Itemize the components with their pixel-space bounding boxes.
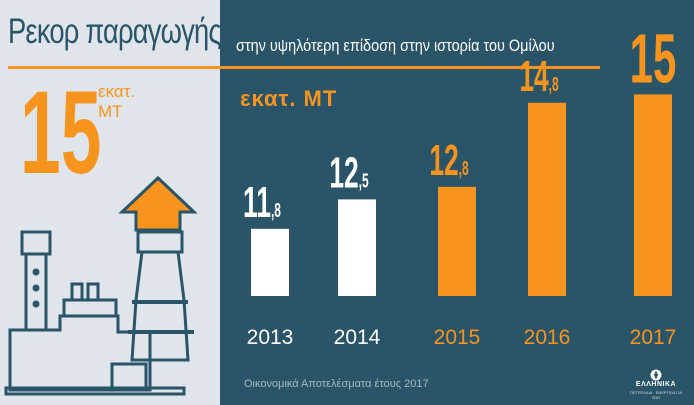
company-logo: ΕΛΛΗΝΙΚΑ ΠΕΤΡΕΛΑΙΑ · ΕΝΕΡΓΕΙΑ ΓΙΑ ΖΩΗ xyxy=(626,368,686,402)
page-title: Ρεκορ παραγωγής xyxy=(8,12,222,51)
highlight-unit: εκατ. ΜΤ xyxy=(98,82,135,122)
tick-label-2015: 2015 xyxy=(434,326,481,349)
bar-2016 xyxy=(528,102,566,296)
logo-name: ΕΛΛΗΝΙΚΑ xyxy=(635,381,677,388)
bar-2013 xyxy=(251,228,289,296)
highlight-unit-line1: εκατ. xyxy=(98,82,136,101)
tick-label-2014: 2014 xyxy=(334,326,381,349)
value-label-2016: 14,8 xyxy=(519,51,558,101)
chart-unit-label: εκατ. ΜΤ xyxy=(240,86,338,111)
bar-2014 xyxy=(338,199,376,296)
value-label-2015: 12,8 xyxy=(429,135,468,185)
factory-building xyxy=(8,314,152,392)
value-label-2014: 12,5 xyxy=(329,147,368,197)
title-underline xyxy=(8,66,600,69)
bar-chart: 11,8 2013 12,5 2014 12,8 2015 14,8 2016 15 2017 xyxy=(243,21,677,349)
highlight-unit-line2: ΜΤ xyxy=(98,102,123,121)
value-label-2013: 11,8 xyxy=(243,177,281,227)
left-panel xyxy=(0,0,220,405)
bar-2017 xyxy=(634,94,672,297)
chimney-top xyxy=(136,230,184,254)
tick-label-2017: 2017 xyxy=(630,326,677,349)
footer-text: Οικονομικά Αποτελέσματα έτους 2017 xyxy=(244,378,429,390)
highlight-value: 15 xyxy=(20,67,102,199)
tick-label-2016: 2016 xyxy=(524,326,571,349)
logo-icon xyxy=(650,369,662,381)
logo-subline: ΠΕΤΡΕΛΑΙΑ · ΕΝΕΡΓΕΙΑ ΓΙΑ ΖΩΗ xyxy=(629,390,683,400)
stack-windows xyxy=(32,268,194,334)
value-label-2017: 15 xyxy=(630,21,677,99)
cooling-tower xyxy=(130,251,190,362)
refinery-illustration xyxy=(4,175,198,396)
tick-label-2013: 2013 xyxy=(247,326,294,349)
page-subtitle: στην υψηλότερη επίδοση στην ιστορία του … xyxy=(236,36,555,55)
up-arrow-icon xyxy=(118,175,198,232)
stack xyxy=(24,252,48,332)
bar-2015 xyxy=(438,186,476,296)
